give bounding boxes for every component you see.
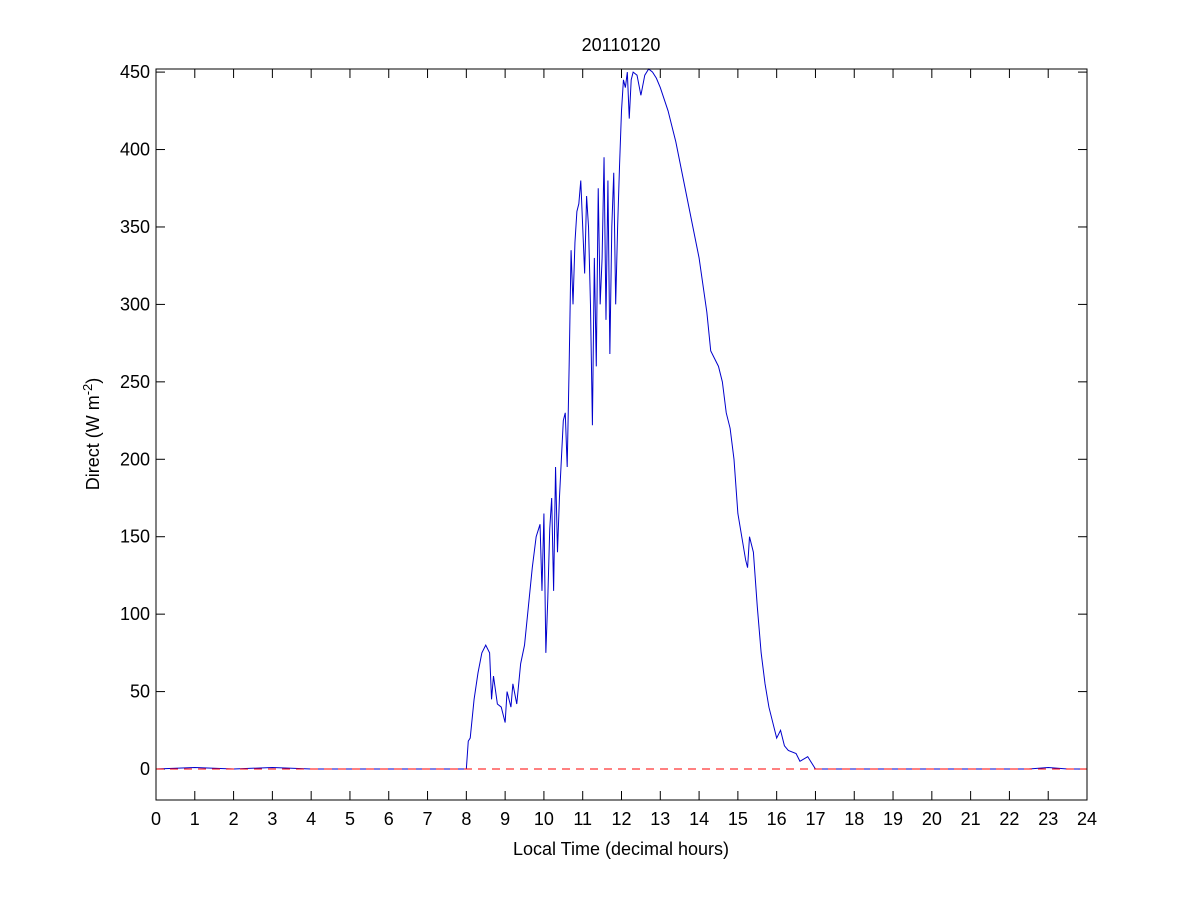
x-tick-label: 18 — [844, 809, 864, 829]
y-tick-label: 150 — [120, 527, 150, 547]
x-tick-label: 2 — [229, 809, 239, 829]
x-tick-label: 8 — [461, 809, 471, 829]
x-tick-label: 0 — [151, 809, 161, 829]
x-tick-label: 17 — [805, 809, 825, 829]
data-line — [155, 68, 1087, 770]
y-tick-label: 200 — [120, 449, 150, 469]
y-tick-label: 400 — [120, 140, 150, 160]
x-tick-label: 16 — [767, 809, 787, 829]
x-tick-label: 14 — [689, 809, 709, 829]
x-tick-label: 4 — [306, 809, 316, 829]
x-tick-label: 22 — [999, 809, 1019, 829]
chart-title: 20110120 — [582, 35, 661, 55]
x-tick-label: 23 — [1038, 809, 1058, 829]
x-tick-label: 11 — [573, 809, 592, 829]
y-tick-label: 350 — [120, 217, 150, 237]
x-axis-label: Local Time (decimal hours) — [513, 839, 729, 859]
x-tick-label: 3 — [267, 809, 277, 829]
y-tick-label: 250 — [120, 372, 150, 392]
x-tick-label: 24 — [1077, 809, 1097, 829]
x-tick-label: 10 — [534, 809, 554, 829]
x-tick-label: 5 — [345, 809, 355, 829]
x-tick-label: 21 — [961, 809, 981, 829]
y-tick-label: 50 — [130, 682, 150, 702]
x-tick-label: 12 — [611, 809, 631, 829]
x-tick-label: 15 — [728, 809, 748, 829]
plot-frame — [155, 68, 1088, 801]
x-tick-label: 13 — [650, 809, 670, 829]
x-tick-label: 9 — [500, 809, 510, 829]
y-tick-label: 450 — [120, 62, 150, 82]
x-tick-label: 7 — [423, 809, 433, 829]
y-label-sup: -2 — [80, 384, 95, 396]
y-tick-label: 100 — [120, 604, 150, 624]
y-tick-label: 0 — [140, 759, 150, 779]
x-tick-label: 20 — [922, 809, 942, 829]
y-label-end: ) — [83, 378, 103, 384]
y-tick-label: 300 — [120, 294, 150, 314]
y-axis-label: Direct (W m-2) — [80, 378, 103, 491]
x-tick-label: 6 — [384, 809, 394, 829]
x-tick-label: 19 — [883, 809, 903, 829]
y-label-main: Direct (W m — [83, 395, 103, 490]
x-tick-label: 1 — [190, 809, 200, 829]
